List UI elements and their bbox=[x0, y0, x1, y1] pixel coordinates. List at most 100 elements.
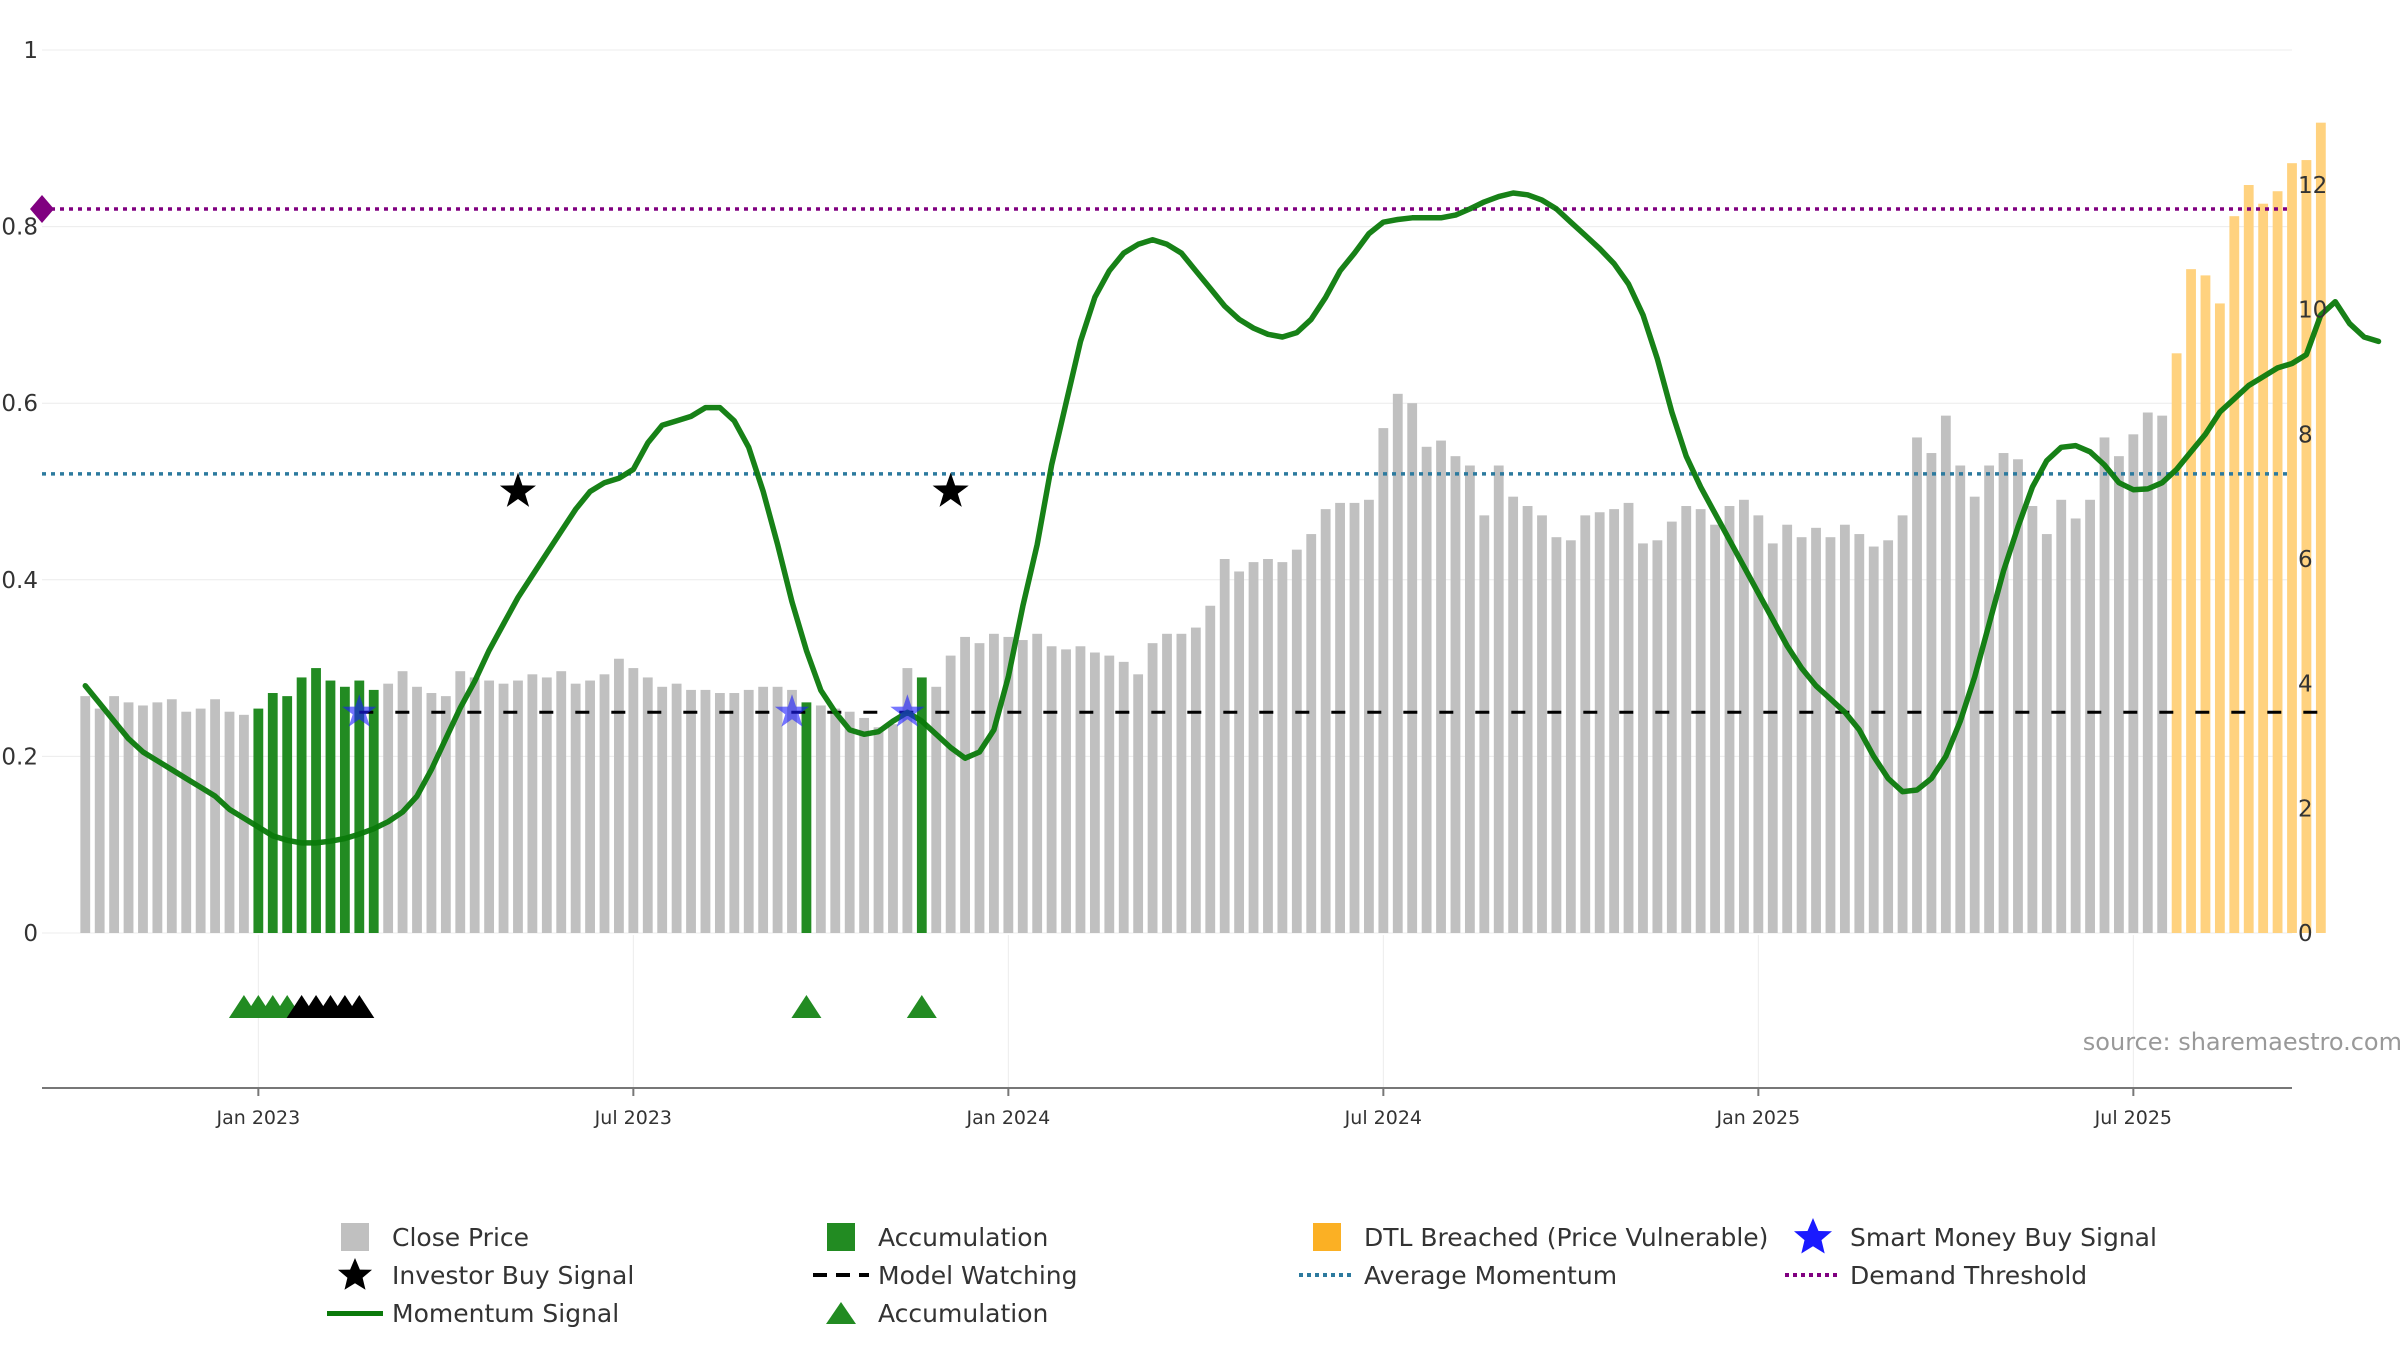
price-bar bbox=[1681, 506, 1692, 933]
price-bar bbox=[945, 655, 956, 933]
dtl-breached-bar bbox=[2186, 269, 2196, 933]
accumulation-triangles bbox=[228, 995, 937, 1018]
price-bar bbox=[455, 671, 466, 933]
price-bar bbox=[138, 705, 148, 933]
price-bar bbox=[902, 668, 913, 933]
x-tick-label: Jan 2024 bbox=[966, 1107, 1051, 1129]
accumulation-bar bbox=[801, 702, 812, 933]
price-bar bbox=[1984, 465, 1995, 933]
price-bar bbox=[1061, 649, 1071, 933]
price-bar bbox=[873, 727, 884, 933]
axes: Jan 2023 Jul 2023 Jan 2024 Jul 2024 Jan 2025… bbox=[1, 38, 2327, 1129]
price-bar bbox=[642, 677, 653, 933]
price-bar bbox=[383, 683, 394, 933]
price-bar bbox=[1565, 540, 1576, 933]
price-bar bbox=[1205, 605, 1216, 933]
price-bar bbox=[1739, 499, 1749, 933]
price-bar bbox=[412, 686, 422, 933]
price-bar bbox=[1710, 524, 1720, 933]
price-bar bbox=[1825, 537, 1836, 933]
price-bar bbox=[1306, 534, 1317, 933]
price-bar bbox=[1176, 633, 1187, 933]
price-bar bbox=[2128, 434, 2139, 933]
investor-buy-star bbox=[499, 472, 536, 507]
accumulation-bar bbox=[267, 693, 278, 933]
price-bar bbox=[1594, 512, 1605, 933]
price-bar bbox=[1638, 543, 1648, 933]
right-tick-label: 2 bbox=[2298, 796, 2313, 822]
price-bar bbox=[556, 671, 567, 933]
price-bar bbox=[397, 671, 408, 933]
accumulation-bar bbox=[916, 677, 927, 933]
price-bar bbox=[210, 699, 220, 933]
left-tick-label: 0.8 bbox=[1, 215, 38, 241]
dtl-breached-bar bbox=[2315, 122, 2326, 933]
dtl-breached-bar bbox=[2171, 353, 2182, 933]
accumulation-bar bbox=[354, 680, 365, 933]
price-bar bbox=[743, 689, 754, 933]
price-bar bbox=[1623, 502, 1634, 933]
x-tick-label: Jan 2023 bbox=[216, 1107, 301, 1129]
price-bar bbox=[513, 680, 523, 933]
right-tick-label: 6 bbox=[2298, 547, 2313, 573]
accumulation-bar bbox=[339, 686, 350, 933]
price-bar bbox=[2041, 534, 2052, 933]
price-bar bbox=[181, 711, 192, 933]
price-bar bbox=[1940, 415, 1951, 934]
right-tick-label: 8 bbox=[2298, 422, 2313, 448]
price-bar bbox=[989, 633, 999, 933]
price-bar bbox=[1291, 549, 1302, 933]
price-bar bbox=[1046, 646, 1057, 933]
price-bar bbox=[830, 708, 841, 933]
reference-lines bbox=[30, 194, 2321, 714]
price-bar bbox=[2157, 415, 2168, 934]
price-bar bbox=[1075, 646, 1086, 933]
price-bar bbox=[527, 674, 538, 933]
price-bar bbox=[2099, 437, 2110, 933]
price-bar bbox=[1219, 559, 1230, 933]
right-tick-label: 0 bbox=[2298, 921, 2313, 947]
price-bar bbox=[1955, 465, 1966, 933]
dtl-breached-bar bbox=[2214, 303, 2225, 933]
price-bar bbox=[787, 689, 797, 933]
price-bar bbox=[686, 689, 696, 933]
price-bar bbox=[109, 696, 120, 933]
price-bar bbox=[94, 708, 105, 933]
source-label: source: sharemaestro.com bbox=[2083, 1028, 2400, 1056]
dtl-breached-bar bbox=[2243, 185, 2254, 933]
price-bar bbox=[152, 702, 163, 933]
price-bar bbox=[2114, 456, 2124, 933]
price-bar bbox=[195, 708, 206, 933]
dtl-breached-bar bbox=[2258, 203, 2269, 933]
momentum-signal bbox=[82, 190, 2382, 846]
price-bar bbox=[931, 686, 942, 933]
price-bar bbox=[1320, 509, 1331, 933]
accumulation-bar bbox=[282, 696, 293, 933]
price-bar bbox=[2056, 499, 2067, 933]
price-bar bbox=[657, 686, 668, 933]
smart-money-star bbox=[774, 694, 810, 727]
accumulation-bar bbox=[296, 677, 307, 933]
price-bar bbox=[1767, 543, 1778, 933]
accumulation-bar bbox=[325, 680, 336, 933]
price-bar bbox=[1089, 652, 1100, 933]
price-bar bbox=[1868, 546, 1879, 933]
price-bar bbox=[974, 643, 985, 933]
price-bar bbox=[1378, 428, 1389, 933]
price-bar bbox=[1190, 627, 1201, 933]
price-bar bbox=[1464, 465, 1475, 933]
x-tick-label: Jul 2025 bbox=[2094, 1107, 2172, 1129]
price-bar bbox=[1912, 437, 1922, 933]
price-bar bbox=[758, 686, 769, 933]
price-bar bbox=[1897, 515, 1908, 933]
price-bar bbox=[498, 683, 509, 933]
price-bar bbox=[1479, 515, 1490, 933]
price-bar bbox=[614, 658, 624, 933]
price-bar bbox=[815, 705, 826, 933]
demand-threshold-marker bbox=[30, 194, 54, 223]
price-bar bbox=[714, 693, 725, 933]
price-bar bbox=[541, 677, 552, 933]
dtl-breached-bar bbox=[2272, 191, 2283, 933]
price-bar bbox=[1493, 465, 1504, 933]
price-bar bbox=[1421, 446, 1432, 933]
